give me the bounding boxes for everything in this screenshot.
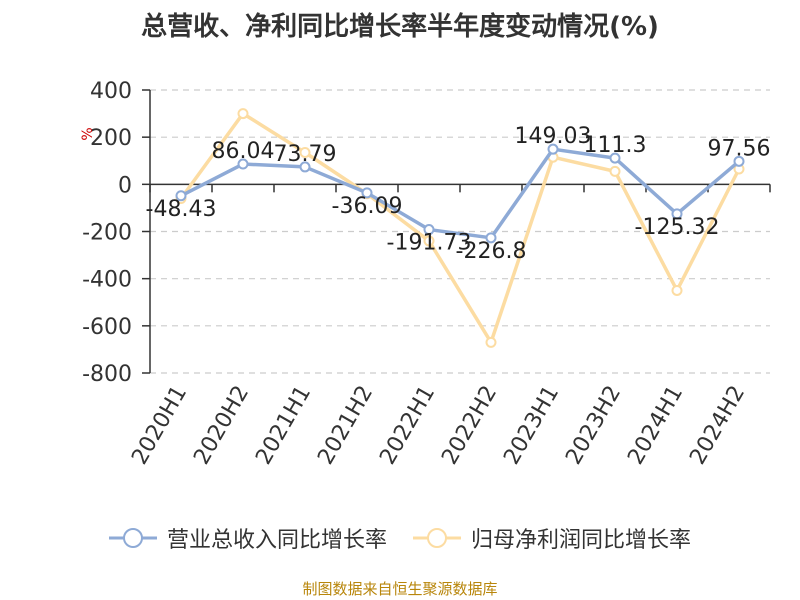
series (175, 108, 745, 348)
x-tick-label-2021H2: 2021H2 (313, 382, 378, 469)
grid-lines (150, 89, 770, 374)
series-1-point-2021H1 (299, 146, 311, 158)
series-0-point-2020H2 (237, 158, 249, 170)
data-label-2023H1: 149.03 (515, 124, 592, 149)
series-line-1 (179, 111, 741, 345)
series-0-point-2024H1 (671, 208, 683, 220)
data-label-2020H2: 86.04 (212, 139, 275, 164)
data-labels: -48.43 86.04 73.79 -36.09 -191.73-226.8 149.0… (146, 124, 771, 264)
data-label-2021H1: 73.79 (274, 142, 337, 167)
y-tick-label--200: -200 (82, 221, 132, 246)
series-1-point-2022H1 (423, 235, 435, 247)
data-label-2022H2: -226.8 (456, 239, 527, 264)
series-0-point-2021H1 (299, 161, 311, 173)
x-tick-label-2022H1: 2022H1 (375, 382, 440, 469)
data-label-2023H2: 111.3 (584, 133, 647, 158)
legend-item-net-profit[interactable]: 归母净利润同比增长率 (413, 522, 691, 554)
y-tick-label--800: -800 (82, 362, 132, 387)
series-0-point-2023H1 (547, 143, 559, 155)
chart-title: 总营收、净利同比增长率半年度变动情况(%) (141, 12, 659, 42)
legend-revenue-marker (108, 528, 157, 548)
source-note: 制图数据来自恒生聚源数据库 (302, 580, 498, 598)
series-0-point-2022H1 (423, 224, 435, 236)
x-tick-label-2021H1: 2021H1 (251, 382, 316, 469)
data-label-2021H2: -36.09 (332, 194, 403, 219)
legend-item-revenue[interactable]: 营业总收入同比增长率 (108, 522, 387, 554)
series-0-point-2020H1 (175, 190, 187, 202)
y-tick-label-400: 400 (90, 79, 132, 104)
data-label-2024H1: -125.32 (635, 215, 720, 240)
x-tick-label-2023H2: 2023H2 (561, 382, 626, 469)
y-tick-label--600: -600 (82, 315, 132, 340)
data-label-2020H1: -48.43 (146, 197, 217, 222)
series-0-point-2022H2 (485, 232, 497, 244)
legend-net-profit-label: 归母净利润同比增长率 (471, 528, 692, 553)
x-tick-label-2023H1: 2023H1 (499, 382, 564, 469)
legend-revenue-label: 营业总收入同比增长率 (166, 528, 387, 553)
y-axis-unit-label: % (80, 127, 96, 140)
series-line-0 (180, 147, 741, 240)
series-1-point-2023H2 (609, 165, 621, 177)
x-tick-label-2024H1: 2024H1 (623, 382, 688, 469)
series-0-point-2021H2 (361, 187, 373, 199)
legend-net-profit-marker (413, 528, 461, 548)
x-tick-label-2020H1: 2020H1 (127, 382, 192, 469)
series-1-point-2022H2 (485, 336, 497, 348)
y-tick-label--400: -400 (82, 268, 132, 293)
series-1-point-2020H2 (237, 108, 249, 120)
y-tick-label-200: 200 (90, 126, 132, 151)
x-tick-label-2024H2: 2024H2 (685, 382, 750, 469)
x-tick-label-2022H2: 2022H2 (437, 382, 502, 469)
y-tick-label-0: 0 (118, 173, 132, 198)
x-tick-label-2020H2: 2020H2 (189, 382, 254, 469)
series-0-point-2024H2 (733, 155, 745, 167)
legend: 营业总收入同比增长率 归母净利润同比增长率 (0, 520, 800, 556)
data-label-2024H2: 97.56 (708, 136, 771, 161)
series-0-point-2023H2 (609, 152, 621, 164)
data-label-2022H1: -191.73 (387, 231, 472, 256)
series-1-point-2024H1 (671, 284, 683, 296)
